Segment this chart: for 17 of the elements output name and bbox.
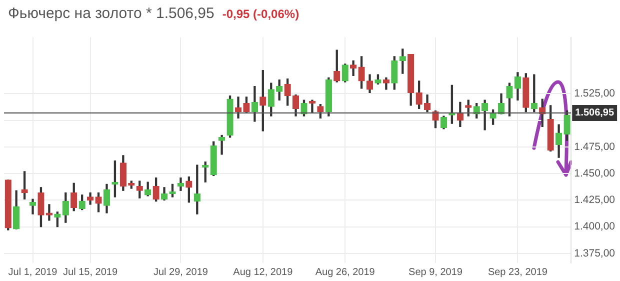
candlestick	[218, 134, 226, 155]
y-tick-label: 1.475,00	[574, 140, 616, 153]
chart-subtitle: -0,95 (-0,06%)	[222, 7, 300, 21]
chart-title: Фьючерс на золото * 1.506,95	[8, 5, 214, 22]
x-tick-label: Sep 9, 2019	[408, 266, 463, 278]
x-tick-label: Jul 1, 2019	[8, 266, 58, 278]
y-tick-label: 1.375,00	[574, 247, 616, 260]
x-tick-label: Aug 12, 2019	[233, 266, 294, 278]
y-tick-label: 1.450,00	[574, 167, 616, 180]
x-tick-label: Aug 26, 2019	[315, 266, 376, 278]
y-tick-label: 1.425,00	[574, 194, 616, 206]
x-tick-label: Jul 15, 2019	[63, 266, 118, 278]
y-tick-label: 1.400,00	[574, 220, 616, 233]
y-tick-label: 1.525,00	[574, 88, 616, 100]
x-tick-label: Sep 23, 2019	[488, 266, 548, 278]
x-tick-label: Jul 29, 2019	[153, 266, 208, 278]
ref-line-label: 1.506,95	[575, 108, 614, 119]
